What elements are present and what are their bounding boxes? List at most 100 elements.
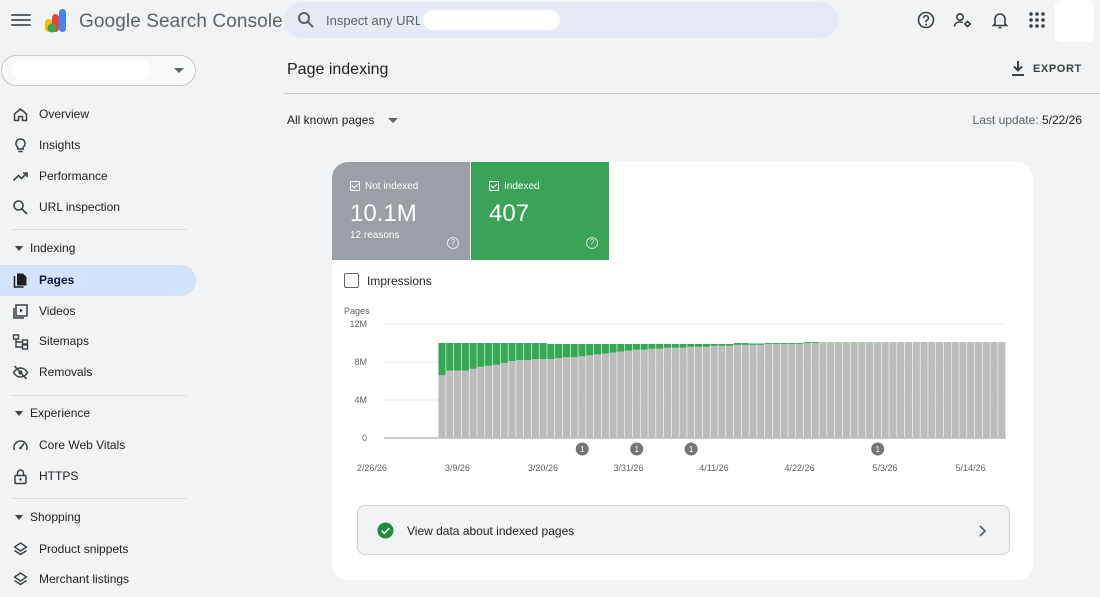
bar-not-indexed xyxy=(547,359,555,438)
sidebar-item-core-web-vitals[interactable]: Core Web Vitals xyxy=(0,430,196,461)
view-indexed-label: View data about indexed pages xyxy=(407,524,575,538)
speed-icon xyxy=(13,440,28,451)
lock-icon xyxy=(14,469,27,485)
bar-not-indexed xyxy=(881,342,889,438)
x-tick-label: 4/11/26 xyxy=(699,463,728,473)
chevron-right-icon xyxy=(979,525,987,537)
apps-grid-icon[interactable] xyxy=(1027,10,1047,30)
bar-not-indexed xyxy=(904,342,913,438)
sidebar-item-insights[interactable]: Insights xyxy=(0,130,196,161)
search-console-logo xyxy=(45,9,66,33)
sidebar-item-url-inspection[interactable]: URL inspection xyxy=(0,192,196,223)
bar-indexed xyxy=(446,343,454,371)
x-tick-label: 5/3/26 xyxy=(873,463,898,473)
bar-not-indexed xyxy=(928,342,936,438)
indexing-report-card: Not indexed 10.1M 12 reasons ? Indexed 4… xyxy=(332,162,1033,580)
bar-not-indexed xyxy=(741,344,749,438)
tile-label: Indexed xyxy=(504,181,540,192)
bar-not-indexed xyxy=(726,345,734,438)
bar-indexed xyxy=(461,343,469,371)
bar-indexed xyxy=(640,343,648,350)
bar-not-indexed xyxy=(772,343,780,438)
bar-not-indexed xyxy=(516,360,524,438)
indexed-tile[interactable]: Indexed 407 ? xyxy=(471,162,609,260)
header-divider xyxy=(284,93,1100,94)
last-update: Last update: 5/22/26 xyxy=(960,113,1082,127)
chevron-down-icon xyxy=(388,118,398,123)
bar-not-indexed xyxy=(555,358,563,438)
view-indexed-pages-row[interactable]: View data about indexed pages xyxy=(357,505,1010,555)
help-icon[interactable]: ? xyxy=(586,237,598,249)
export-button[interactable]: EXPORT xyxy=(1006,58,1086,82)
x-tick-label: 3/9/26 xyxy=(445,463,470,473)
bar-not-indexed xyxy=(889,342,897,438)
pages-filter-dropdown[interactable]: All known pages xyxy=(283,108,403,132)
bar-not-indexed xyxy=(492,364,501,438)
sidebar-item-pages[interactable]: Pages xyxy=(0,265,196,296)
section-experience-toggle[interactable]: Experience xyxy=(0,402,186,426)
bar-not-indexed xyxy=(617,351,625,438)
x-tick-label: 4/22/26 xyxy=(784,463,814,473)
bar-indexed xyxy=(780,343,788,344)
bar-indexed xyxy=(796,343,804,344)
sidebar-item-removals[interactable]: Removals xyxy=(0,357,196,388)
property-selector[interactable] xyxy=(1,55,196,86)
sidebar-item-performance[interactable]: Performance xyxy=(0,161,196,192)
bar-indexed xyxy=(539,343,547,360)
bar-indexed xyxy=(749,343,757,345)
bar-indexed xyxy=(679,343,687,348)
tile-value: 407 xyxy=(489,200,530,227)
manage-users-icon[interactable] xyxy=(953,10,973,30)
bar-not-indexed xyxy=(523,360,532,438)
last-update-label: Last update: xyxy=(972,113,1039,127)
bar-not-indexed xyxy=(936,342,944,438)
sidebar-item-videos[interactable]: Videos xyxy=(0,296,196,327)
x-tick-label: 3/20/26 xyxy=(528,463,558,473)
help-icon[interactable] xyxy=(916,10,936,30)
bar-not-indexed xyxy=(640,349,648,438)
not-indexed-tile[interactable]: Not indexed 10.1M 12 reasons ? xyxy=(332,162,470,260)
bar-not-indexed xyxy=(780,343,788,438)
sidebar-item-sitemaps[interactable]: Sitemaps xyxy=(0,326,196,357)
sidebar-item-https[interactable]: HTTPS xyxy=(0,461,196,492)
bar-indexed xyxy=(485,343,493,366)
bar-not-indexed xyxy=(834,343,843,438)
bar-not-indexed xyxy=(967,342,975,438)
bar-not-indexed xyxy=(687,346,695,438)
tile-label: Not indexed xyxy=(365,181,419,192)
url-inspect-input[interactable] xyxy=(326,8,420,32)
bar-not-indexed xyxy=(866,343,874,438)
x-tick-label: 2/26/26 xyxy=(357,463,387,473)
bar-indexed xyxy=(702,343,710,347)
bar-not-indexed xyxy=(920,342,928,438)
caret-down-icon xyxy=(15,246,23,251)
url-inspect-search[interactable] xyxy=(284,2,838,38)
checkbox-checked-icon xyxy=(350,181,360,191)
chevron-down-icon xyxy=(174,68,184,73)
bar-not-indexed xyxy=(733,344,742,438)
bar-not-indexed xyxy=(850,343,858,438)
sidebar-item-merchant-listings[interactable]: Merchant listings xyxy=(0,564,196,595)
section-shopping-toggle[interactable]: Shopping xyxy=(0,506,186,530)
bar-not-indexed xyxy=(959,342,967,438)
impressions-checkbox[interactable]: Impressions xyxy=(344,272,444,290)
download-icon xyxy=(1012,61,1024,76)
bar-not-indexed xyxy=(663,347,672,438)
annotation-marker xyxy=(684,442,698,456)
notifications-icon[interactable] xyxy=(990,10,1010,30)
bar-not-indexed xyxy=(648,348,656,438)
help-icon[interactable]: ? xyxy=(447,237,459,249)
bar-indexed xyxy=(523,343,532,361)
section-indexing-toggle[interactable]: Indexing xyxy=(0,237,186,261)
account-avatar[interactable] xyxy=(1055,0,1094,42)
bar-not-indexed xyxy=(469,368,477,438)
annotation-label: 1 xyxy=(875,445,880,454)
annotation-marker xyxy=(575,442,589,456)
sidebar-item-product-snippets[interactable]: Product snippets xyxy=(0,534,196,565)
menu-icon[interactable] xyxy=(11,11,31,29)
bar-not-indexed xyxy=(757,344,765,438)
sidebar-item-overview[interactable]: Overview xyxy=(0,99,196,130)
bar-indexed xyxy=(741,343,749,345)
bar-indexed xyxy=(803,342,812,343)
sidebar-divider xyxy=(12,498,187,499)
